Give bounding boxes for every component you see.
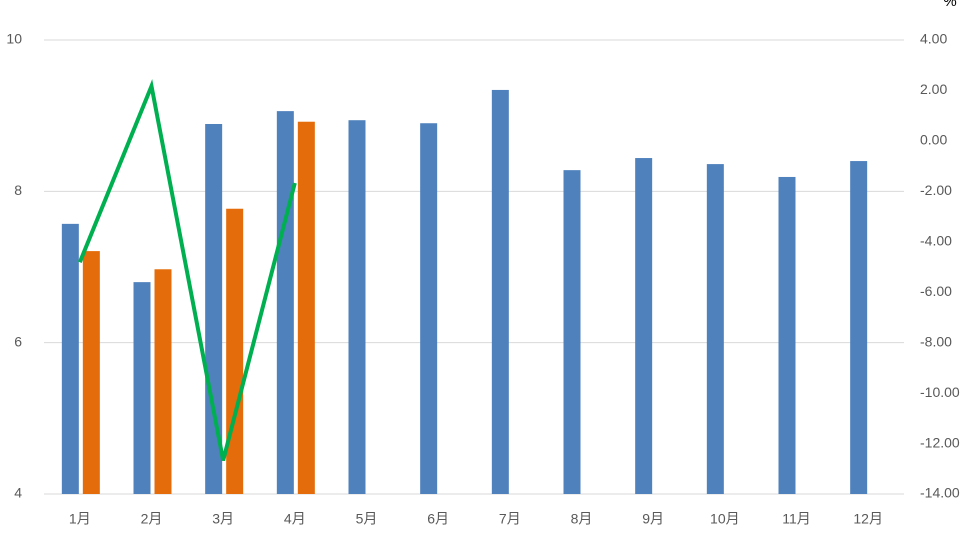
y2-tick-label: -4.00 [920,232,952,248]
bar [348,120,366,494]
y2-tick-label: -14.00 [920,485,960,501]
bar [297,121,315,494]
x-tick-label: 11月 [782,511,811,527]
bar [276,111,294,495]
bar [82,251,100,494]
y2-tick-label: -6.00 [920,283,952,299]
y-tick-label: 4 [14,485,22,501]
x-tick-label: 2月 [141,511,163,527]
x-tick-label: 10月 [710,511,740,527]
bar [205,123,223,495]
bar [563,170,581,494]
bar [491,89,509,494]
x-tick-label: 3月 [212,511,234,527]
bar [420,123,438,494]
y2-tick-label: 0.00 [920,132,947,148]
y-tick-label: 8 [14,182,22,198]
x-tick-label: 1月 [69,511,91,527]
x-tick-label: 8月 [571,511,593,527]
y2-tick-label: -12.00 [920,434,960,450]
bar [133,282,151,494]
x-tick-label: 5月 [356,511,378,527]
y2-tick-label: 4.00 [920,31,947,47]
x-tick-label: 12月 [853,511,883,527]
bar [778,176,796,494]
y2-tick-label: -10.00 [920,384,960,400]
bar [154,269,172,494]
y-tick-label: 6 [14,333,22,349]
y2-tick-label: -8.00 [920,333,952,349]
y2-axis-title: % [943,0,956,10]
bar [706,164,724,495]
x-tick-label: 7月 [499,511,521,527]
bar [61,223,79,494]
y2-tick-label: -2.00 [920,182,952,198]
x-tick-label: 6月 [427,511,449,527]
x-tick-label: 9月 [642,511,664,527]
x-tick-label: 4月 [284,511,306,527]
y-tick-label: 10 [6,31,22,47]
bar [226,208,244,494]
y2-tick-label: 2.00 [920,81,947,97]
bar [850,161,868,495]
bar [635,158,653,495]
line-series [77,79,297,461]
